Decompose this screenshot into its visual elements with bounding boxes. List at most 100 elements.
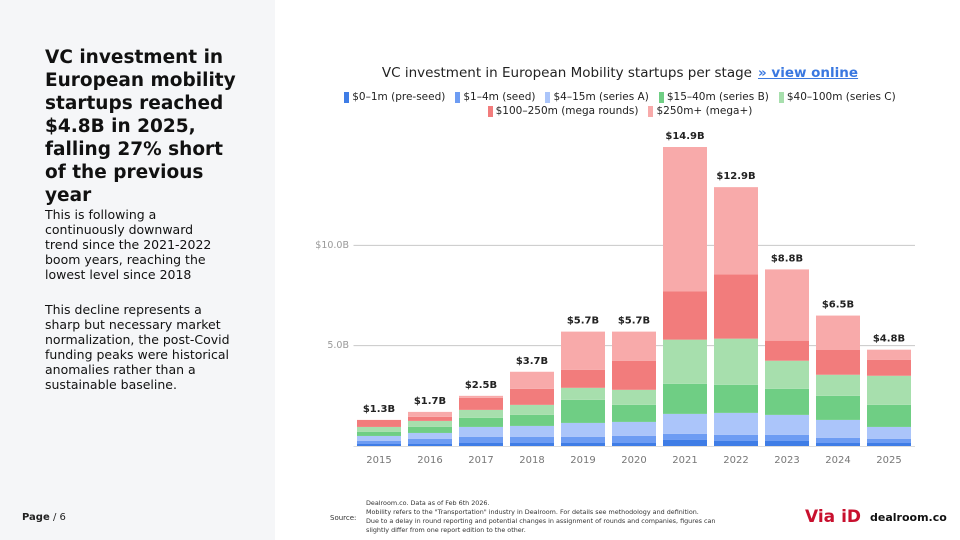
total-label: $6.5B bbox=[822, 300, 854, 311]
bar-segment bbox=[612, 404, 656, 422]
legend-item: $1–4m (seed) bbox=[455, 91, 535, 103]
bar-segment bbox=[714, 274, 758, 339]
bar-segment bbox=[612, 389, 656, 405]
page-number: Page / 6 bbox=[22, 512, 66, 523]
bar-segment bbox=[561, 387, 605, 400]
bar-segment bbox=[714, 384, 758, 413]
x-tick-label: 2020 bbox=[621, 455, 646, 466]
bar-segment bbox=[765, 360, 809, 389]
bar-segment bbox=[510, 425, 554, 437]
x-tick-label: 2023 bbox=[774, 455, 799, 466]
bar-segment bbox=[816, 419, 860, 438]
bar-segment bbox=[816, 374, 860, 396]
y-tick-label: $10.0B bbox=[315, 240, 349, 251]
bar-segment bbox=[561, 331, 605, 370]
page-total: / 6 bbox=[52, 512, 66, 523]
x-tick-label: 2016 bbox=[417, 455, 442, 466]
bar-segment bbox=[357, 419, 401, 427]
legend-label: $15–40m (series B) bbox=[666, 91, 769, 103]
bar-segment bbox=[867, 442, 911, 446]
bar-segment bbox=[816, 437, 860, 443]
legend-swatch bbox=[344, 91, 350, 103]
bar-segment bbox=[765, 414, 809, 435]
bar-segment bbox=[867, 426, 911, 439]
legend-swatch bbox=[778, 91, 784, 103]
legend-swatch bbox=[658, 91, 664, 103]
chart-title: VC investment in European Mobility start… bbox=[381, 65, 752, 81]
bar-segment bbox=[612, 331, 656, 361]
legend-item: $4–15m (series A) bbox=[545, 91, 649, 103]
total-label: $1.3B bbox=[363, 404, 395, 415]
bar-segment bbox=[867, 359, 911, 376]
legend-item: $40–100m (series C) bbox=[778, 91, 896, 103]
bar-segment bbox=[510, 371, 554, 389]
bar-segment bbox=[867, 438, 911, 443]
paragraph: This is following a continuously downwar… bbox=[45, 207, 212, 282]
bar-segment bbox=[714, 338, 758, 385]
bar-segment bbox=[459, 436, 503, 443]
bar-segment bbox=[459, 417, 503, 427]
total-label: $14.9B bbox=[665, 131, 704, 142]
bar-segment bbox=[765, 434, 809, 441]
bar-segment bbox=[510, 414, 554, 426]
source-line: Dealroom.co. Data as of Feb 6th 2026. bbox=[366, 499, 490, 507]
source-line: Due to a delay in round reporting and po… bbox=[366, 517, 716, 525]
paragraph: This decline represents a sharp but nece… bbox=[45, 302, 230, 392]
legend: $0–1m (pre-seed) $1–4m (seed) $4–15m (seri… bbox=[315, 91, 925, 117]
source-line: Mobility refers to the "Transportation" … bbox=[366, 508, 699, 516]
bar-segment bbox=[510, 388, 554, 405]
bar-segment bbox=[816, 395, 860, 420]
bar-segment bbox=[816, 442, 860, 446]
x-tick-label: 2022 bbox=[723, 455, 748, 466]
legend-label: $250m+ (mega+) bbox=[656, 105, 753, 117]
bar-segment bbox=[765, 388, 809, 415]
bar-segment bbox=[408, 438, 452, 444]
bar-segment bbox=[408, 426, 452, 433]
bar-segment bbox=[867, 404, 911, 427]
bar-segment bbox=[663, 433, 707, 440]
page-label: Page bbox=[22, 512, 50, 523]
bar-segment bbox=[612, 442, 656, 446]
y-tick-label: 5.0B bbox=[327, 340, 349, 351]
total-label: $12.9B bbox=[716, 171, 755, 182]
bar-segment bbox=[816, 349, 860, 375]
bar-segment bbox=[816, 315, 860, 350]
view-online-link[interactable]: » view online bbox=[757, 65, 859, 81]
x-tick-label: 2017 bbox=[468, 455, 493, 466]
bar-segment bbox=[663, 439, 707, 446]
x-tick-label: 2024 bbox=[825, 455, 850, 466]
bar-segment bbox=[357, 426, 401, 432]
slide-title: VC investment in European mobility start… bbox=[45, 47, 236, 206]
bar-segment bbox=[561, 436, 605, 443]
total-label: $8.8B bbox=[771, 253, 803, 264]
bar-segment bbox=[459, 395, 503, 398]
bar-segment bbox=[510, 442, 554, 446]
bar-segment bbox=[663, 147, 707, 292]
legend-item: $100–250m (mega rounds) bbox=[487, 105, 639, 117]
total-label: $5.7B bbox=[618, 316, 650, 327]
bar-segment bbox=[408, 420, 452, 427]
bar-segment bbox=[408, 411, 452, 417]
bar-segment bbox=[357, 431, 401, 436]
bar-segment bbox=[714, 434, 758, 441]
bar-segment bbox=[561, 422, 605, 437]
total-label: $4.8B bbox=[873, 334, 905, 345]
bar-segment bbox=[510, 404, 554, 415]
side-panel bbox=[0, 0, 275, 540]
bar-segment bbox=[408, 416, 452, 421]
legend-swatch bbox=[455, 91, 461, 103]
legend-label: $100–250m (mega rounds) bbox=[495, 105, 639, 117]
bar-segment bbox=[459, 442, 503, 446]
x-tick-label: 2025 bbox=[876, 455, 901, 466]
bar-segment bbox=[459, 409, 503, 418]
source-line: slightly differ from one report edition … bbox=[366, 526, 526, 534]
legend-label: $4–15m (series A) bbox=[553, 91, 649, 103]
bar-segment bbox=[408, 443, 452, 446]
x-tick-label: 2015 bbox=[366, 455, 391, 466]
bar-segment bbox=[663, 413, 707, 434]
bar-segment bbox=[663, 339, 707, 384]
legend-label: $0–1m (pre-seed) bbox=[352, 91, 446, 103]
x-tick-label: 2018 bbox=[519, 455, 544, 466]
